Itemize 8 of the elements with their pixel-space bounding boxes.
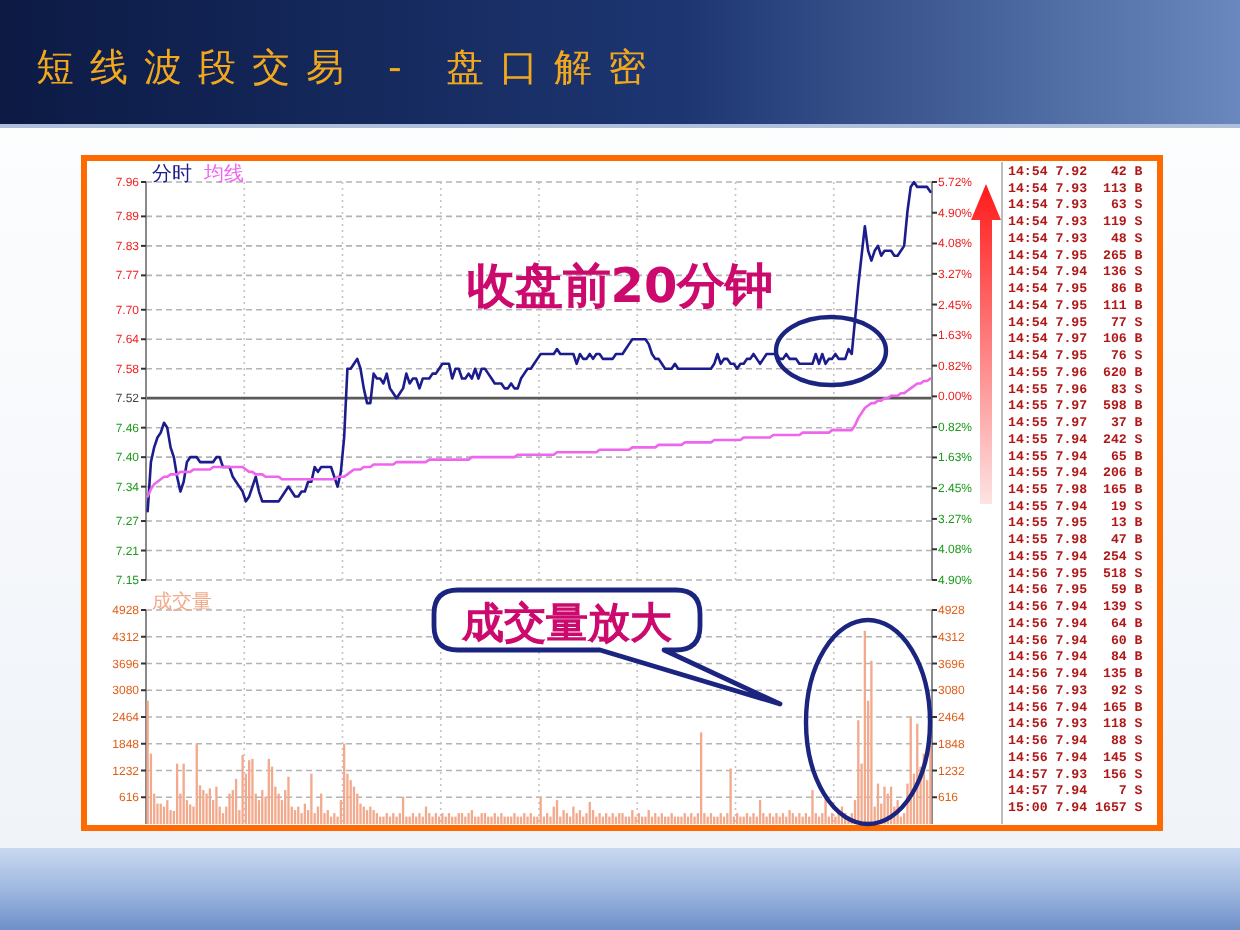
- line-series: [146, 377, 932, 498]
- line-series: [146, 180, 932, 513]
- annotation: 收盘前20分钟: [466, 258, 774, 314]
- annotation: 成交量放大: [460, 599, 674, 647]
- text: 分时: [152, 162, 192, 186]
- text: 均线: [202, 162, 244, 186]
- text: 成交量: [152, 590, 212, 614]
- chart-title: 短线波段交易 - 盘口解密: [36, 46, 662, 90]
